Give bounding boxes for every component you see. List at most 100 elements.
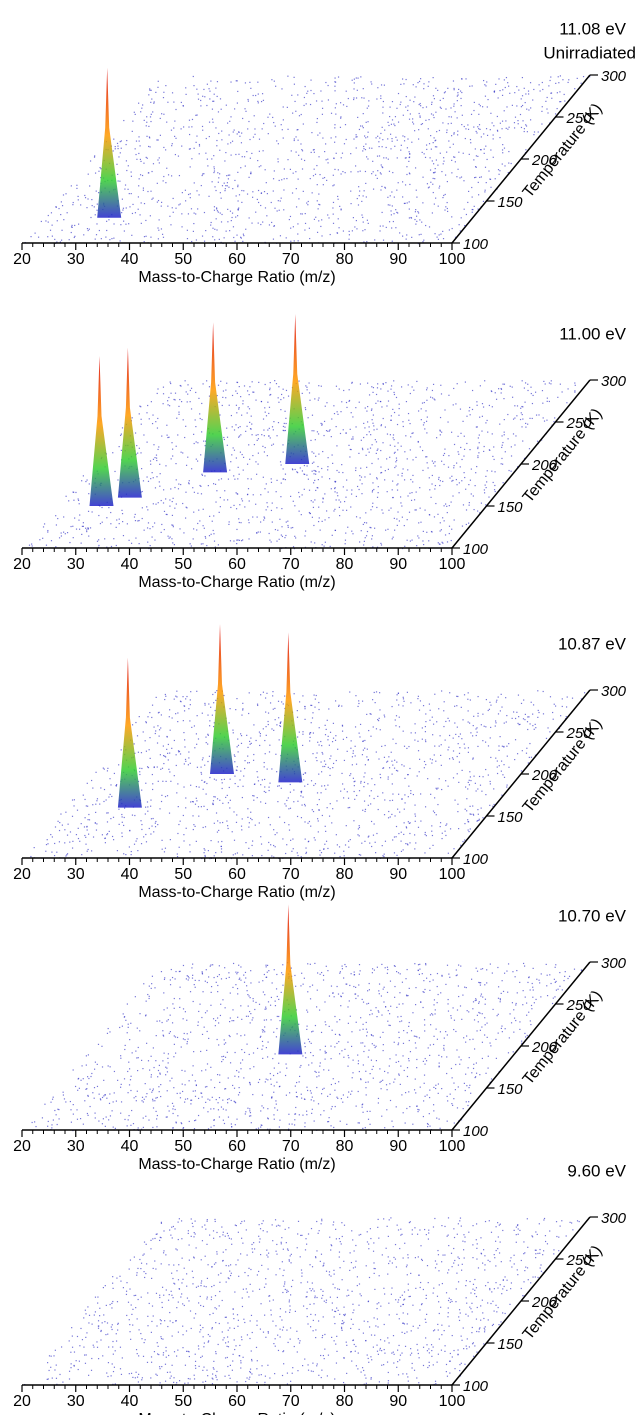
noise-dot — [214, 823, 215, 824]
noise-dot — [506, 106, 507, 107]
noise-dot — [402, 517, 403, 518]
noise-dot — [47, 843, 48, 844]
noise-dot — [341, 401, 342, 402]
noise-dot — [367, 136, 368, 137]
noise-dot — [366, 122, 367, 123]
noise-dot — [314, 398, 315, 399]
noise-dot — [550, 383, 551, 384]
noise-dot — [299, 1076, 300, 1077]
noise-dot — [396, 826, 397, 827]
noise-dot — [163, 1009, 164, 1010]
noise-dot — [219, 1116, 220, 1117]
noise-dot — [177, 434, 178, 435]
noise-dot — [422, 152, 423, 153]
noise-dot — [164, 511, 165, 512]
noise-dot — [203, 173, 204, 174]
noise-dot — [229, 1035, 230, 1036]
noise-dot — [270, 382, 271, 383]
noise-dot — [163, 992, 164, 993]
noise-dot — [527, 1035, 528, 1036]
noise-dot — [453, 759, 454, 760]
noise-dot — [502, 149, 503, 150]
noise-dot — [409, 201, 410, 202]
noise-dot — [171, 1078, 172, 1079]
noise-dot — [363, 544, 364, 545]
noise-dot — [281, 394, 282, 395]
noise-dot — [551, 380, 552, 381]
noise-dot — [531, 393, 532, 394]
noise-dot — [388, 400, 389, 401]
noise-dot — [402, 196, 403, 197]
noise-dot — [399, 408, 400, 409]
noise-dot — [280, 461, 281, 462]
noise-dot — [320, 423, 321, 424]
noise-dot — [293, 801, 294, 802]
noise-dot — [234, 756, 235, 757]
noise-dot — [382, 127, 383, 128]
noise-dot — [451, 476, 452, 477]
noise-dot — [581, 83, 582, 84]
noise-dot — [373, 1066, 374, 1067]
noise-dot — [104, 769, 105, 770]
noise-dot — [302, 150, 303, 151]
noise-dot — [406, 1108, 407, 1109]
noise-dot — [61, 240, 62, 241]
noise-dot — [348, 847, 349, 848]
noise-dot — [236, 508, 237, 509]
noise-dot — [321, 745, 322, 746]
noise-dot — [246, 426, 247, 427]
noise-dot — [458, 94, 459, 95]
noise-dot — [482, 106, 483, 107]
noise-dot — [367, 531, 368, 532]
noise-dot — [157, 87, 158, 88]
noise-dot — [326, 430, 327, 431]
noise-dot — [305, 805, 306, 806]
noise-dot — [369, 989, 370, 990]
noise-dot — [498, 169, 499, 170]
noise-dot — [504, 777, 505, 778]
noise-dot — [274, 225, 275, 226]
noise-dot — [353, 88, 354, 89]
noise-dot — [136, 445, 137, 446]
noise-dot — [150, 799, 151, 800]
noise-dot — [87, 1113, 88, 1114]
noise-dot — [141, 829, 142, 830]
noise-dot — [404, 746, 405, 747]
noise-dot — [485, 85, 486, 86]
noise-dot — [115, 1128, 116, 1129]
noise-dot — [84, 1100, 85, 1101]
noise-dot — [533, 134, 534, 135]
noise-dot — [434, 465, 435, 466]
noise-dot — [180, 484, 181, 485]
noise-dot — [157, 766, 158, 767]
noise-dot — [206, 545, 207, 546]
noise-dot — [448, 140, 449, 141]
noise-dot — [306, 1010, 307, 1011]
noise-dot — [334, 142, 335, 143]
noise-dot — [415, 821, 416, 822]
noise-dot — [380, 777, 381, 778]
noise-dot — [201, 1070, 202, 1071]
noise-dot — [240, 237, 241, 238]
noise-dot — [320, 741, 321, 742]
noise-dot — [521, 703, 522, 704]
noise-dot — [243, 975, 244, 976]
noise-dot — [264, 1031, 265, 1032]
noise-dot — [124, 230, 125, 231]
noise-dot — [308, 201, 309, 202]
noise-dot — [366, 756, 367, 757]
noise-dot — [322, 815, 323, 816]
noise-dot — [135, 537, 136, 538]
noise-dot — [294, 1124, 295, 1125]
noise-dot — [252, 855, 253, 856]
noise-dot — [137, 735, 138, 736]
noise-dot — [302, 796, 303, 797]
noise-dot — [418, 410, 419, 411]
noise-dot — [89, 819, 90, 820]
noise-dot — [310, 90, 311, 91]
noise-dot — [241, 829, 242, 830]
noise-dot — [126, 160, 127, 161]
noise-dot — [453, 465, 454, 466]
noise-dot — [403, 426, 404, 427]
noise-dot — [197, 523, 198, 524]
